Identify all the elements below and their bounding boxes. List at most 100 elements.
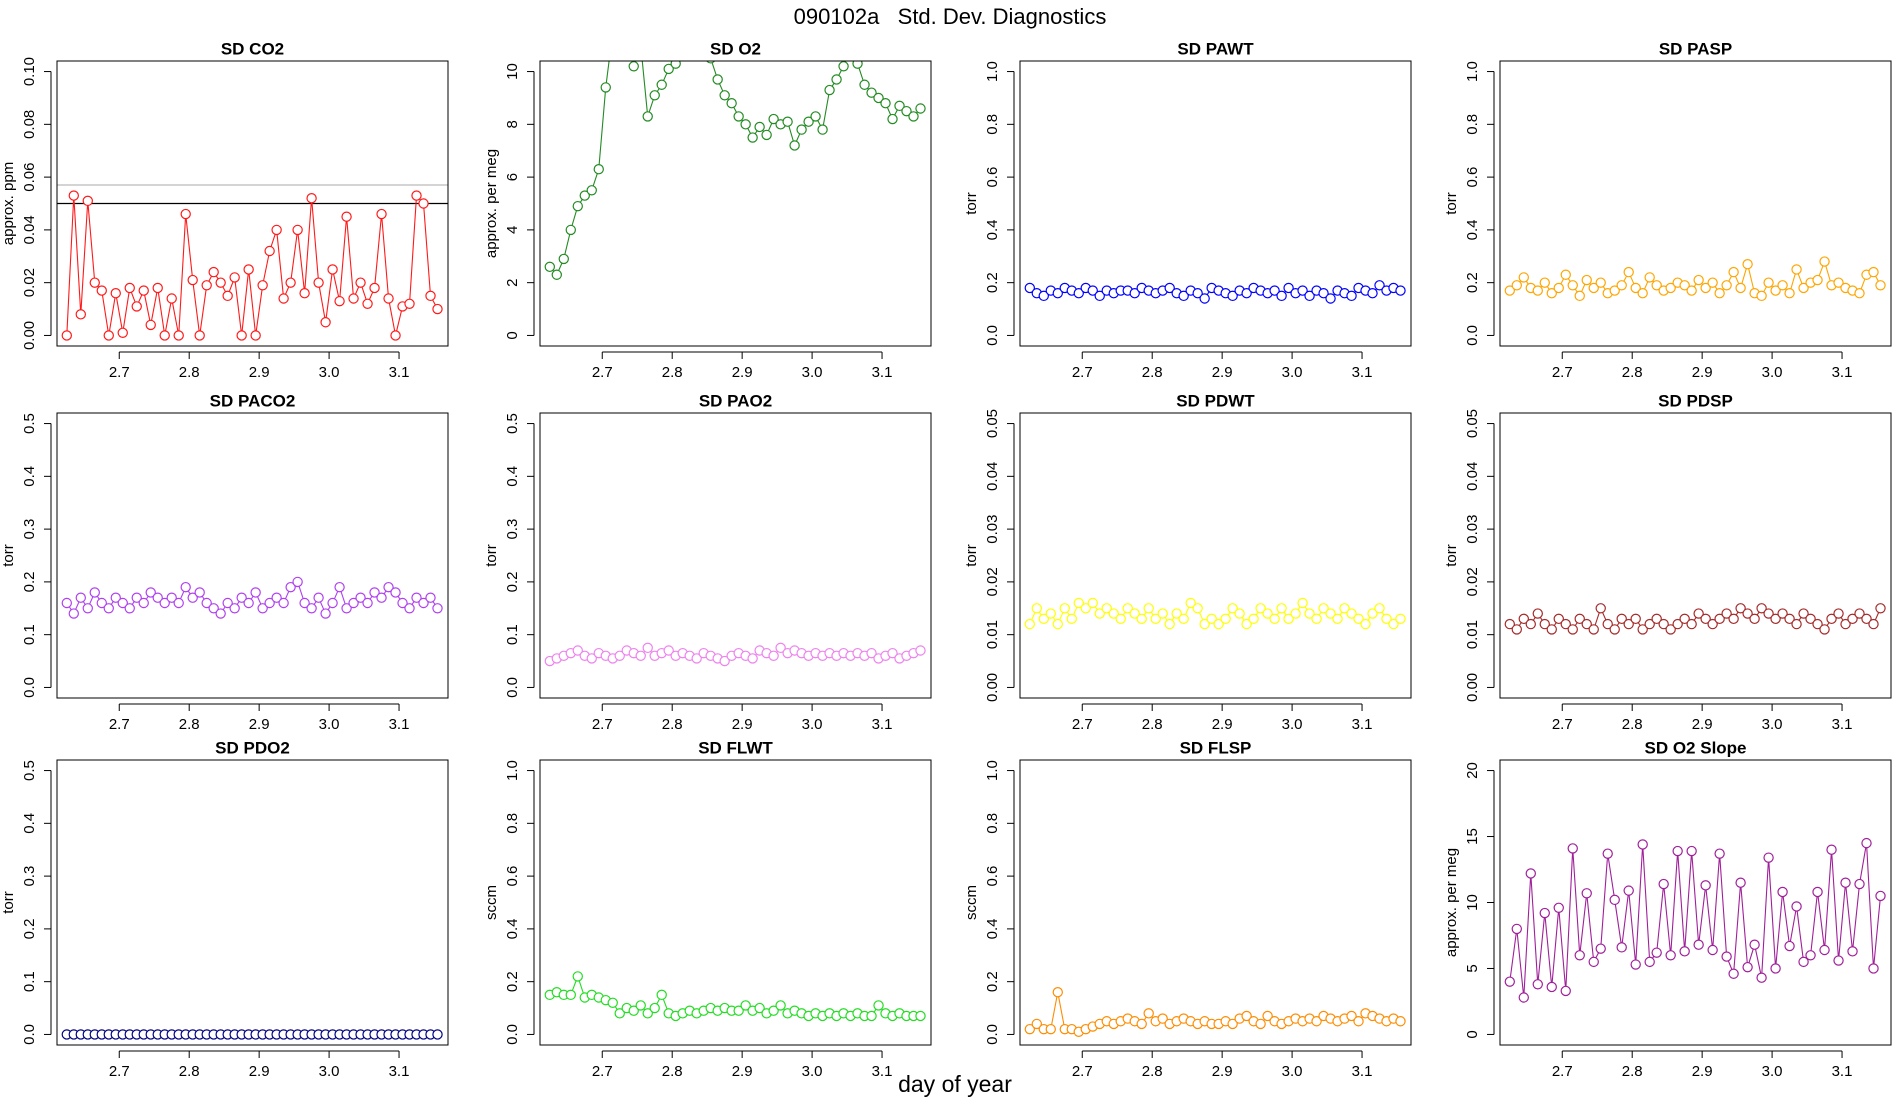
data-point <box>159 330 170 341</box>
data-point <box>124 282 135 294</box>
data-point <box>306 193 317 204</box>
data-point <box>1798 282 1809 294</box>
data-point <box>1588 624 1599 635</box>
data-point <box>334 581 345 593</box>
data-point <box>1374 280 1385 291</box>
data-point <box>586 185 597 196</box>
y-tick-label: 0.02 <box>984 567 1001 596</box>
x-tick-label: 3.0 <box>802 1063 823 1080</box>
data-point <box>425 290 436 302</box>
data-point <box>257 603 268 614</box>
y-tick-label: 0.6 <box>504 866 521 887</box>
y-tick-label: 5 <box>1464 964 1481 972</box>
data-point <box>747 132 758 143</box>
y-tick-label: 0.0 <box>504 677 521 698</box>
data-point <box>1332 613 1343 625</box>
data-point <box>271 224 282 236</box>
data-point <box>1024 1023 1035 1035</box>
y-tick-label: 0 <box>504 331 521 339</box>
y-tick-label: 0.3 <box>21 519 38 540</box>
y-tick-label: 0.05 <box>984 409 1001 438</box>
y-axis-label: torr <box>963 544 980 567</box>
data-point <box>1833 277 1844 288</box>
x-tick-label: 2.7 <box>1072 364 1093 381</box>
data-point <box>1798 956 1809 968</box>
data-point <box>1087 597 1098 609</box>
x-tick-label: 2.7 <box>109 1063 130 1080</box>
plot-frame <box>1019 759 1412 1046</box>
data-point <box>82 603 93 614</box>
data-point <box>1052 987 1063 998</box>
y-tick-label: 0.4 <box>21 813 38 834</box>
data-point <box>670 61 681 69</box>
data-point <box>1651 280 1662 291</box>
data-point <box>1812 618 1823 630</box>
x-tick-label: 2.8 <box>662 364 683 381</box>
data-point <box>1052 288 1063 299</box>
plot-frame <box>1019 60 1412 347</box>
data-point <box>1539 907 1550 919</box>
data-point <box>1248 613 1259 625</box>
data-point <box>789 140 800 151</box>
data-point <box>1763 277 1774 288</box>
x-tick-label: 3.1 <box>389 364 410 381</box>
data-point <box>1616 280 1627 291</box>
data-point <box>1644 956 1655 968</box>
panel: SD O2 approx. per meg 0 2 4 6 8 10 2.7 2.8 2.9 3.0 3… <box>483 39 932 381</box>
data-point <box>887 647 898 659</box>
data-point <box>145 587 156 598</box>
data-point <box>313 277 324 288</box>
data-point <box>1700 880 1711 891</box>
data-point <box>740 1000 751 1011</box>
x-axis-label: day of year <box>898 1071 1012 1097</box>
data-point <box>1630 613 1641 625</box>
data-point <box>1192 603 1203 614</box>
data-point <box>397 597 408 609</box>
data-point <box>558 253 569 265</box>
panel-title: SD PDWT <box>1176 391 1255 410</box>
data-point <box>810 111 821 122</box>
data-point <box>572 645 583 656</box>
data-point <box>614 650 625 661</box>
data-point <box>131 301 142 312</box>
data-point <box>411 190 422 201</box>
plot-frame <box>1499 759 1892 1046</box>
data-point <box>1199 293 1210 304</box>
y-tick-label: 0.3 <box>504 519 521 540</box>
data-point <box>1721 951 1732 962</box>
plot-frame <box>1499 412 1892 699</box>
data-point <box>1847 613 1858 625</box>
data-point <box>1854 878 1865 890</box>
plot-frame <box>1019 412 1412 699</box>
y-tick-label: 1.0 <box>984 760 1001 781</box>
x-tick-label: 3.0 <box>802 364 823 381</box>
data-point <box>1108 608 1119 619</box>
data-point <box>628 61 639 72</box>
data-point <box>1269 285 1280 296</box>
data-point <box>1602 848 1613 859</box>
data-point <box>1283 613 1294 625</box>
data-point <box>1700 282 1711 294</box>
data-point <box>1875 890 1886 902</box>
data-point <box>1567 843 1578 854</box>
x-tick-label: 2.7 <box>1072 1063 1093 1080</box>
data-point <box>1784 940 1795 952</box>
data-point <box>1038 290 1049 302</box>
y-tick-label: 0.2 <box>504 571 521 592</box>
y-axis-label: torr <box>963 192 980 215</box>
data-point <box>89 587 100 598</box>
x-tick-label: 3.0 <box>1762 1063 1783 1080</box>
y-axis-label: sccm <box>963 885 980 920</box>
data-point <box>866 87 877 98</box>
data-point <box>1518 272 1529 283</box>
data-point <box>1665 950 1676 961</box>
x-tick-label: 2.7 <box>592 364 613 381</box>
y-tick-label: 0.6 <box>984 866 1001 887</box>
data-point <box>1749 939 1760 950</box>
data-point <box>656 989 667 1001</box>
data-line <box>1509 843 1882 998</box>
data-point <box>215 277 226 288</box>
panel: SD FLSP sccm 0.0 0.2 0.4 0.6 0.8 1.0 2.7 2.8 2.9 3.… <box>963 738 1412 1080</box>
y-axis-label: torr <box>483 544 500 567</box>
